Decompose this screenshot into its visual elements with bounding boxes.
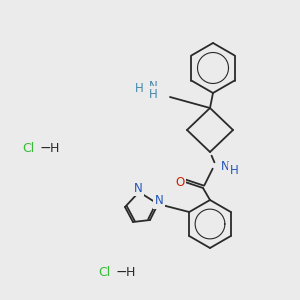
Text: Cl: Cl [98,266,110,278]
Text: N: N [221,160,230,172]
Text: N: N [148,80,158,92]
Text: O: O [176,176,184,188]
Text: −: − [40,141,52,155]
Text: H: H [135,82,144,95]
Text: −: − [116,265,128,279]
Text: H: H [50,142,59,154]
Text: H: H [148,88,158,100]
Text: Cl: Cl [22,142,34,154]
Text: H: H [230,164,239,176]
Text: H: H [126,266,135,278]
Text: N: N [154,194,164,208]
Text: N: N [134,182,142,194]
